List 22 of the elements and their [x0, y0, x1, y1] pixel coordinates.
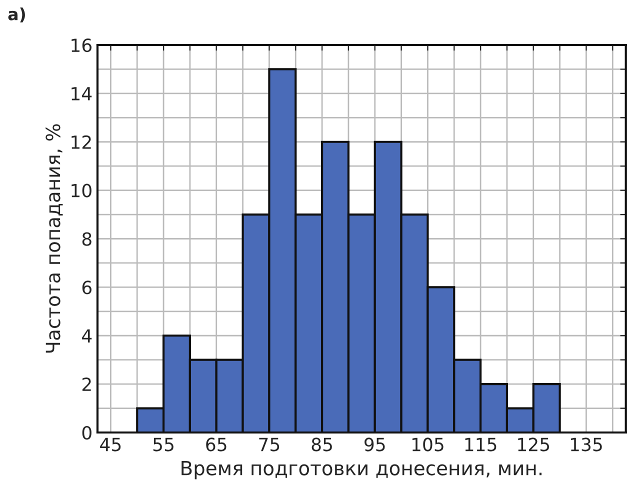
x-axis-title: Время подготовки донесения, мин.: [182, 460, 542, 480]
y-tick-label: 14: [72, 87, 92, 100]
x-tick-label: 85: [312, 438, 332, 452]
y-tick-label: 0: [82, 426, 92, 440]
y-tick-label: 10: [72, 184, 92, 198]
x-tick-label: 125: [518, 438, 550, 452]
text: а): [8, 8, 25, 22]
y-tick-label: 2: [82, 378, 91, 391]
x-tick-label: 135: [570, 438, 602, 452]
x-tick-label: 45: [100, 438, 121, 452]
x-tick-label: 115: [465, 438, 496, 452]
x-tick-label: 55: [153, 438, 174, 452]
y-tick-label: 16: [72, 38, 92, 52]
y-tick-label: 4: [82, 329, 92, 342]
y-axis-title: Частота попадания, %: [46, 124, 63, 353]
x-tick-label: 75: [259, 438, 280, 452]
x-tick-label: 65: [206, 438, 226, 452]
x-tick-label: 95: [364, 438, 385, 452]
y-tick-label: 12: [72, 135, 91, 149]
x-tick-label: 105: [412, 438, 444, 452]
y-tick-label: 8: [82, 232, 92, 246]
y-tick-label: 6: [82, 280, 92, 294]
